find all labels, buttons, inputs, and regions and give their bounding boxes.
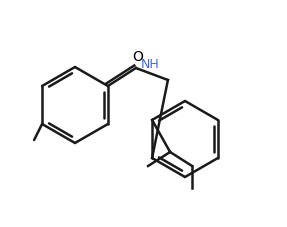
Text: O: O <box>133 50 143 64</box>
Text: NH: NH <box>141 58 159 71</box>
